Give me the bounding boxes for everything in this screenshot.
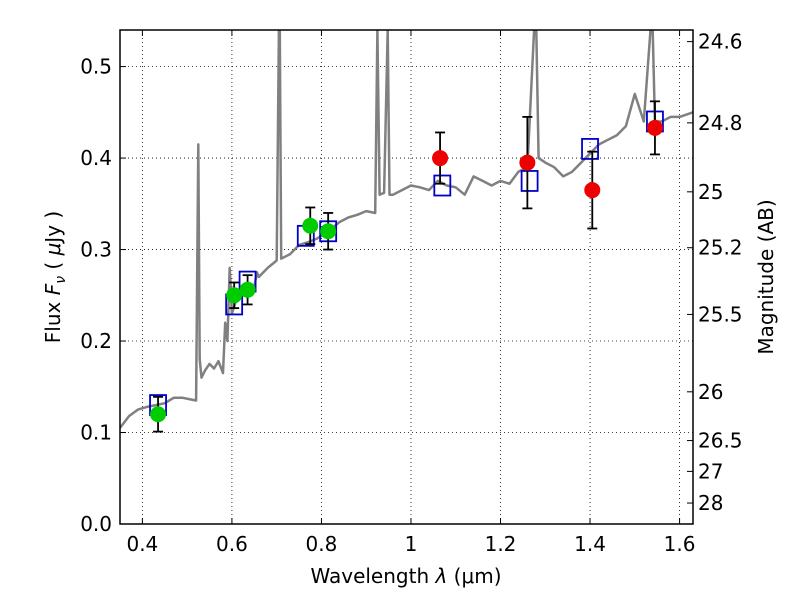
y2-tick-label: 25.5: [698, 302, 743, 326]
plot-area: [120, 30, 693, 433]
photometry-point: [239, 281, 256, 298]
photometry-point: [646, 119, 663, 136]
y-tick-label: 0.4: [80, 146, 112, 170]
photometry-point: [584, 182, 601, 199]
x-tick-label: 1.2: [485, 532, 517, 556]
photometry-point: [432, 150, 449, 167]
y2-tick-label: 26: [698, 380, 723, 404]
model-square-marker: [433, 174, 452, 197]
y-tick-label: 0.5: [80, 55, 112, 79]
y-tick-label: 0.1: [80, 421, 112, 445]
y2-tick-label: 28: [698, 491, 723, 515]
data-layer: [120, 30, 693, 433]
y2-tick-label: 27: [698, 459, 723, 483]
photometry-point: [302, 217, 319, 234]
x-tick-label: 0.6: [216, 532, 248, 556]
photometry-point: [519, 154, 536, 171]
y2-tick-label: 26.5: [698, 429, 743, 453]
x-tick-label: 1.4: [574, 532, 606, 556]
x-tick-label: 1.6: [664, 532, 696, 556]
spectrum-line: [120, 30, 693, 429]
y2-axis-title: Magnitude (AB): [754, 199, 778, 354]
ticks: 0.4 0.6 0.8 1 1.2 1.4 1.6 0.0 0.1 0.2 0.3 0.4 0.5 24.…: [80, 30, 742, 556]
x-tick-label: 1: [405, 532, 418, 556]
y2-tick-label: 25.2: [698, 236, 743, 260]
x-tick-label: 0.8: [306, 532, 338, 556]
model-square-marker: [520, 170, 539, 192]
x-axis-title: Wavelength λ (μm): [310, 564, 501, 588]
y2-tick-label: 25: [698, 180, 723, 204]
y2-tick-label: 24.8: [698, 111, 743, 135]
photometry-point: [150, 406, 167, 423]
photometry-point: [226, 287, 243, 304]
photometry-point: [320, 223, 337, 240]
grid: [120, 30, 693, 525]
y-tick-label: 0.3: [80, 238, 112, 262]
x-tick-label: 0.4: [126, 532, 158, 556]
plot-frame: [119, 29, 694, 525]
y-axis-title: Flux Fν ( μJy ): [41, 211, 69, 343]
y-tick-label: 0.0: [80, 512, 112, 536]
model-square-marker: [581, 138, 599, 160]
y-tick-label: 0.2: [80, 329, 112, 353]
y2-tick-label: 24.6: [698, 30, 743, 54]
